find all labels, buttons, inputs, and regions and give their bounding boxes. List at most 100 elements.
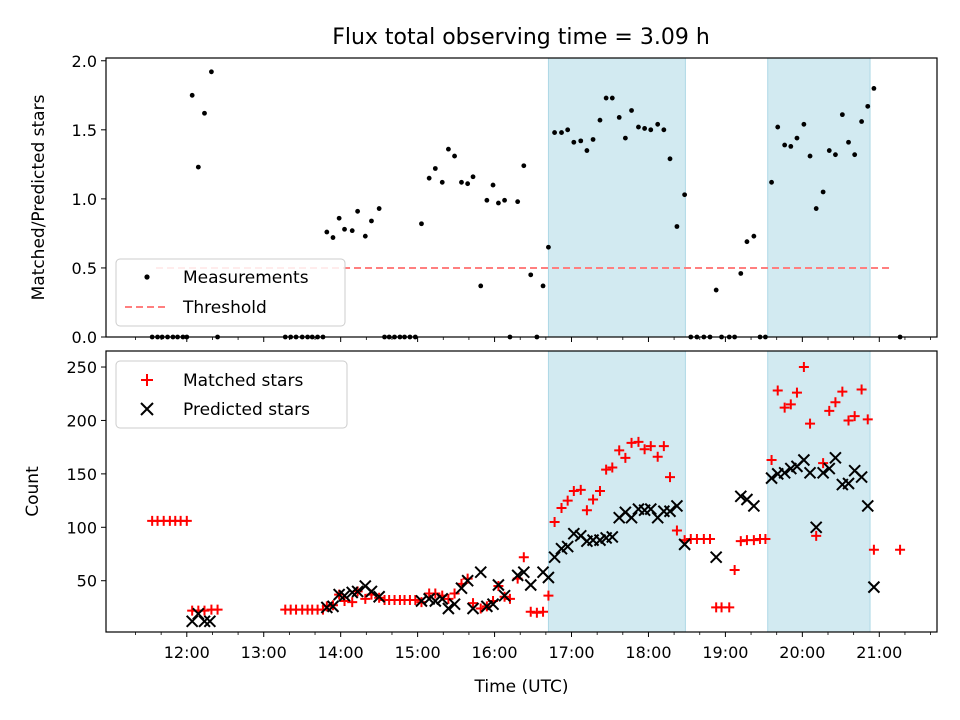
measurement-point bbox=[661, 127, 667, 133]
measurement-point bbox=[769, 179, 774, 185]
matched-star-point bbox=[443, 593, 454, 604]
predicted-star-point bbox=[372, 590, 386, 603]
measurement-point bbox=[590, 137, 596, 142]
top-y-tick-label: 0.5 bbox=[72, 259, 97, 278]
matched-star-point bbox=[347, 597, 358, 608]
measurement-point bbox=[546, 244, 551, 250]
measurement-point bbox=[738, 271, 744, 276]
top-panel: 0.00.51.01.52.0 Matched/Predicted stars … bbox=[29, 52, 938, 347]
top-y-tick-label: 1.5 bbox=[72, 121, 97, 140]
matched-star-point bbox=[531, 607, 542, 618]
measurement-point bbox=[655, 121, 661, 127]
bottom-y-tick-label: 50 bbox=[77, 572, 97, 591]
matched-star-point bbox=[212, 604, 223, 615]
predicted-star-point bbox=[803, 466, 817, 480]
bottom-y-tick-label: 100 bbox=[66, 518, 97, 537]
predicted-star-point bbox=[567, 527, 581, 540]
measurement-point bbox=[470, 174, 476, 180]
matched-star-point bbox=[772, 385, 783, 396]
matched-star-point bbox=[862, 414, 873, 425]
bottom-legend: Matched stars Predicted stars bbox=[115, 360, 348, 429]
measurement-point bbox=[839, 112, 845, 118]
legend-matched-marker bbox=[141, 374, 153, 386]
legend-predicted-label: Predicted stars bbox=[183, 400, 310, 420]
matched-star-point bbox=[633, 436, 644, 447]
measurement-point bbox=[521, 163, 527, 169]
measurement-point bbox=[813, 206, 819, 211]
bottom-x-ticks: 12:00 13:00 14:00 15:00 16:00 17:00 18:00 19:00… bbox=[135, 632, 931, 662]
predicted-star-point bbox=[797, 453, 811, 467]
measurement-point bbox=[807, 153, 813, 159]
measurement-point bbox=[195, 164, 201, 170]
matched-star-point bbox=[594, 485, 605, 496]
predicted-star-point bbox=[561, 540, 574, 553]
measurement-point bbox=[616, 114, 622, 120]
measurement-point bbox=[751, 233, 757, 239]
top-legend-box bbox=[115, 258, 346, 327]
matched-star-point bbox=[556, 503, 567, 514]
measurement-point bbox=[636, 124, 641, 130]
matched-star-point bbox=[665, 472, 676, 483]
matched-star-point bbox=[798, 362, 809, 373]
measurement-point bbox=[478, 283, 484, 289]
bottom-y-axis-label: Count bbox=[23, 466, 43, 517]
measurement-point bbox=[459, 179, 464, 185]
predicted-star-point bbox=[548, 551, 561, 564]
matched-star-point bbox=[652, 451, 663, 462]
predicted-star-point bbox=[429, 594, 442, 608]
matched-star-point bbox=[895, 544, 906, 555]
legend-measurements-label: Measurements bbox=[183, 268, 309, 288]
matched-star-point bbox=[601, 464, 612, 475]
matched-star-point bbox=[705, 534, 716, 545]
matched-star-point bbox=[824, 405, 835, 416]
legend-measurement-marker bbox=[144, 274, 150, 280]
measurement-point bbox=[571, 139, 577, 145]
matched-star-point bbox=[671, 525, 682, 536]
matched-star-point bbox=[724, 602, 735, 613]
measurement-point bbox=[859, 119, 864, 124]
measurement-point bbox=[609, 95, 615, 101]
predicted-star-point bbox=[351, 585, 364, 598]
x-tick-label: 20:00 bbox=[779, 643, 825, 662]
predicted-star-point bbox=[466, 602, 480, 615]
matched-star-point bbox=[588, 494, 599, 505]
matched-star-point bbox=[181, 515, 192, 526]
matched-star-point bbox=[805, 418, 816, 429]
x-axis-label: Time (UTC) bbox=[474, 677, 569, 697]
predicted-star-point bbox=[709, 551, 723, 564]
matched-star-point bbox=[779, 402, 790, 413]
measurement-point bbox=[642, 126, 648, 131]
matched-star-point bbox=[868, 544, 879, 555]
measurement-point bbox=[782, 142, 788, 148]
predicted-star-point bbox=[867, 580, 881, 594]
legend-predicted-marker bbox=[140, 402, 154, 416]
matched-star-point bbox=[543, 590, 554, 601]
x-tick-label: 21:00 bbox=[856, 643, 902, 662]
measurement-point bbox=[490, 182, 496, 188]
predicted-star-point bbox=[625, 511, 638, 524]
measurement-point bbox=[584, 148, 590, 153]
measurement-point bbox=[788, 143, 794, 149]
predicted-star-point bbox=[511, 569, 524, 582]
x-tick-label: 13:00 bbox=[241, 643, 287, 662]
measurement-point bbox=[209, 69, 214, 75]
predicted-star-point bbox=[855, 470, 868, 484]
matched-star-point bbox=[410, 594, 421, 605]
measurement-point bbox=[349, 228, 355, 234]
measurement-point bbox=[713, 287, 719, 293]
matched-star-point bbox=[830, 397, 841, 408]
predicted-star-point bbox=[326, 600, 340, 613]
predicted-star-point bbox=[670, 499, 684, 513]
measurement-point bbox=[342, 226, 347, 232]
top-x-ticks bbox=[135, 337, 931, 342]
measurement-point bbox=[820, 189, 826, 195]
measurement-point bbox=[578, 138, 584, 144]
bottom-panel: 12:00 13:00 14:00 15:00 16:00 17:00 18:00 19:00… bbox=[23, 350, 938, 697]
predicted-star-point bbox=[765, 471, 778, 485]
measurement-point bbox=[865, 103, 871, 109]
matched-star-point bbox=[843, 415, 854, 426]
matched-star-point bbox=[518, 552, 529, 563]
x-tick-label: 15:00 bbox=[395, 643, 441, 662]
predicted-star-point bbox=[823, 462, 836, 475]
measurement-point bbox=[484, 197, 490, 203]
